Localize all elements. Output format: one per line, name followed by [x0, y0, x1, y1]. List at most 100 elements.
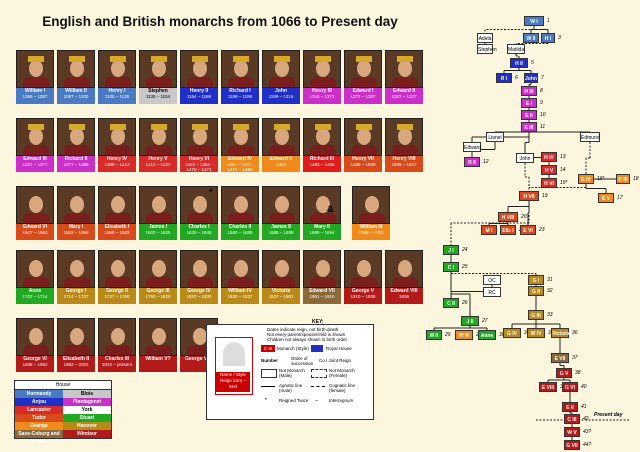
house-swatch: Anjou — [15, 398, 63, 406]
portrait-caption: Henry VI 1422 – 1461 · 1470 – 1471 — [180, 156, 218, 172]
tree-node: W V — [564, 427, 580, 437]
key-panel: Name / Style Reign born – End Dates indi… — [206, 319, 374, 420]
portrait-image — [98, 250, 136, 288]
portrait-image — [98, 118, 136, 156]
succession-number: 19 — [542, 193, 548, 199]
key-house-swatch — [311, 345, 323, 352]
portrait-caption: Charles I 1625 – 1649 — [180, 224, 218, 240]
tree-node: John — [516, 153, 534, 163]
monarch-reign-dates: 1461 – 1470 · 1471 – 1483 — [226, 162, 254, 172]
tree-node: H II — [510, 58, 528, 68]
succession-number: 23 — [539, 227, 545, 233]
house-swatch: Plantagenet — [63, 398, 111, 406]
tree-node: W III — [455, 330, 473, 340]
portrait-caption: James II 1685 – 1688 — [262, 224, 300, 240]
tree-node: OC — [483, 275, 501, 285]
avatar-placeholder-icon — [223, 342, 245, 366]
monarch-name: Edward III — [23, 156, 47, 162]
succession-number: 41 — [581, 404, 587, 410]
tree-node: E I — [521, 98, 537, 108]
house-swatch: Lancaster — [15, 406, 63, 414]
monarch-name: Henry III — [312, 88, 332, 94]
house-legend-rows: Normandy Blois Anjou Plantagenet Lancaster Yo… — [15, 390, 111, 445]
monarch-portrait: Mary II 1689 – 1694 — [303, 186, 341, 240]
tree-node: RC — [483, 287, 501, 297]
monarch-portrait: Victoria 1837 – 1901 — [262, 250, 300, 304]
house-legend-header: House — [15, 381, 111, 390]
key-note: Dates indicate reign, not birth-death — [267, 327, 339, 332]
tree-node: E III — [521, 122, 537, 132]
portrait-caption: George I 1714 – 1727 — [57, 288, 95, 304]
portrait-caption: Henry II 1154 – 1189 — [180, 88, 218, 104]
house-legend-row: Orange Hanover — [15, 422, 111, 430]
succession-number: 44? — [583, 442, 592, 448]
monarch-portrait: George I 1714 – 1727 — [57, 250, 95, 304]
key-cognatic: Cognatic line (female) — [329, 383, 356, 393]
key-sample-dates: Reign born – End — [220, 378, 246, 389]
key-agnatic: Agnatic line (male) — [279, 383, 303, 393]
monarch-portrait: Henry VII 1485 – 1509 — [344, 118, 382, 172]
succession-number: 8 — [540, 88, 543, 94]
tree-node: E II — [562, 402, 578, 412]
monarch-name: Elizabeth I — [104, 224, 130, 230]
succession-number: 35 — [548, 330, 554, 336]
monarch-name: William IV — [228, 288, 252, 294]
portrait-caption: Stephen 1135 – 1154 — [139, 88, 177, 104]
succession-number: 7 — [541, 75, 544, 81]
succession-number: 16* — [597, 176, 605, 182]
monarch-name: George IV — [187, 288, 211, 294]
key-order-label: Order of succession — [291, 356, 314, 366]
succession-number: 17 — [617, 195, 623, 201]
succession-number: 37 — [572, 355, 578, 361]
monarch-portrait: Richard I 1189 – 1199 — [221, 50, 259, 104]
portrait-image — [139, 318, 177, 356]
tree-node: Anne — [478, 330, 496, 340]
monarch-name: Stephen — [148, 88, 168, 94]
succession-number: 42 — [583, 416, 589, 422]
succession-number: 9 — [540, 100, 543, 106]
portrait-image — [303, 186, 341, 224]
portrait-caption: Edward II 1307 – 1327 — [385, 88, 423, 104]
monarch-reign-dates: 1547 – 1553 — [22, 230, 48, 235]
portrait-caption: Henry IV 1399 – 1413 — [98, 156, 136, 172]
monarch-reign-dates: 2022 – present — [101, 362, 133, 367]
monarch-portrait: George II 1727 – 1760 — [98, 250, 136, 304]
key-not-monarch-female: Not Monarch (Female) — [329, 368, 355, 378]
key-note: Children not always shown in birth order — [267, 337, 348, 342]
house-legend-row: Tudor Stuart — [15, 414, 111, 422]
monarch-reign-dates: 1952 – 2022 — [63, 362, 89, 367]
house-legend-row: Lancaster York — [15, 406, 111, 414]
monarch-portrait: Charles III 2022 – present — [98, 318, 136, 372]
key-male-box — [261, 369, 277, 378]
joint-reign-marker: & — [327, 204, 334, 214]
succession-number: 38 — [575, 370, 581, 376]
portrait-image — [344, 118, 382, 156]
tree-node: G VII — [564, 440, 580, 450]
portrait-image — [139, 118, 177, 156]
tree-node: M II — [426, 330, 442, 340]
monarch-name: Victoria — [271, 288, 291, 294]
tree-node: E VIII — [539, 382, 557, 392]
monarch-reign-dates: 1830 – 1837 — [227, 294, 253, 299]
monarch-reign-dates: 1216 – 1272 — [309, 94, 335, 99]
monarch-name: Anne — [28, 288, 42, 294]
monarch-portrait: Richard III 1483 – 1485 — [303, 118, 341, 172]
monarch-portrait: William I 1066 – 1087 — [16, 50, 54, 104]
tree-node: C I — [443, 262, 459, 272]
monarch-reign-dates: 1422 – 1461 · 1470 – 1471 — [185, 162, 213, 172]
monarch-portrait: Elizabeth II 1952 – 2022 — [57, 318, 95, 372]
monarch-reign-dates: 1689 – 1694 — [309, 230, 335, 235]
succession-number: 43? — [583, 429, 592, 435]
monarch-portrait: James II 1685 – 1688 — [262, 186, 300, 240]
monarch-name: Edward V — [269, 156, 293, 162]
monarch-portrait: Edward V 1483 — [262, 118, 300, 172]
portrait-caption: Edward VIII 1936 — [385, 288, 423, 304]
monarch-reign-dates: 1399 – 1413 — [104, 162, 130, 167]
present-day-label: Present day — [594, 412, 623, 418]
house-swatch: Blois — [63, 390, 111, 398]
portrait-image — [344, 250, 382, 288]
monarch-reign-dates: 1910 – 1936 — [350, 294, 376, 299]
monarch-name: Henry VII — [352, 156, 374, 162]
succession-number: 29 — [445, 332, 451, 338]
monarch-name: Charles I — [188, 224, 210, 230]
